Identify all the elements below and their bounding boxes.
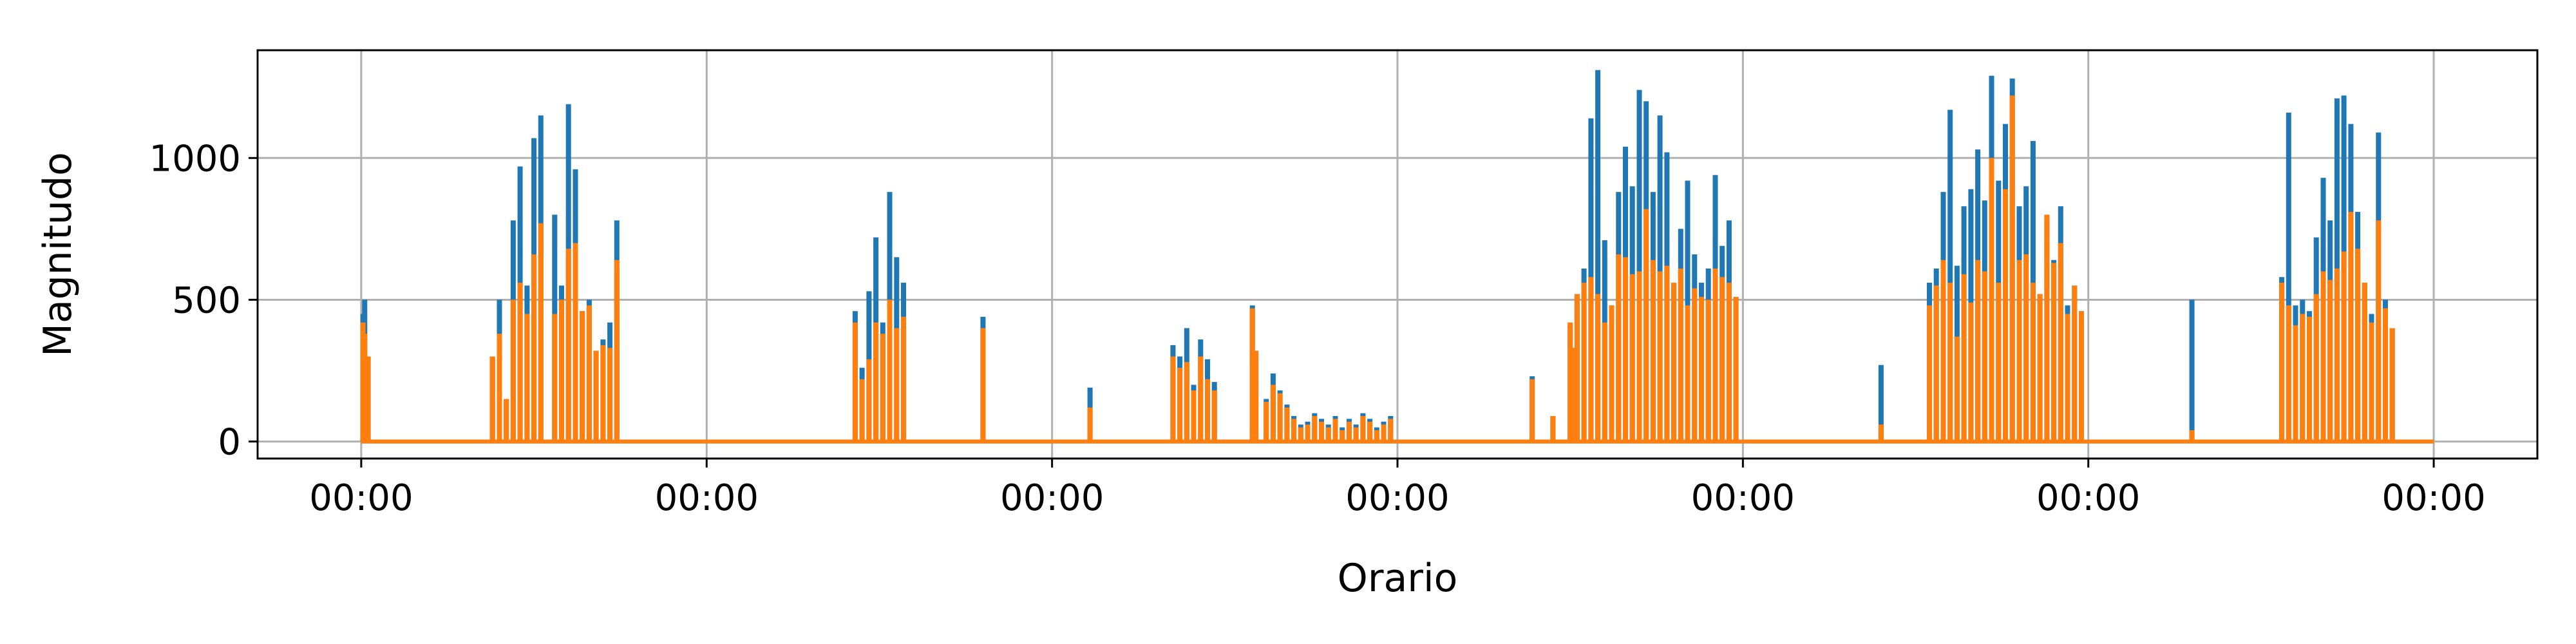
x-tick-label: 00:00 (2036, 477, 2140, 519)
y-tick-label: 500 (172, 279, 241, 321)
x-tick-label: 00:00 (1691, 477, 1795, 519)
x-tick-label: 00:00 (2382, 477, 2485, 519)
y-axis: 0 500 1000 (149, 138, 258, 464)
y-tick-label: 0 (218, 422, 241, 464)
grid-lines (258, 50, 2537, 459)
x-axis: 00:00 00:00 00:00 00:00 00:00 00:00 00:00 (309, 459, 2486, 519)
x-tick-label: 00:00 (655, 477, 759, 519)
y-axis-label: Magnitudo (35, 152, 80, 357)
series-2-spikes (360, 95, 2395, 442)
series-2 (360, 95, 2434, 444)
y-tick-label: 1000 (149, 138, 241, 180)
series-layer (360, 70, 2434, 444)
x-tick-label: 00:00 (309, 477, 413, 519)
x-tick-label: 00:00 (1345, 477, 1449, 519)
x-tick-label: 00:00 (1000, 477, 1104, 519)
x-axis-label: Orario (1338, 556, 1458, 601)
